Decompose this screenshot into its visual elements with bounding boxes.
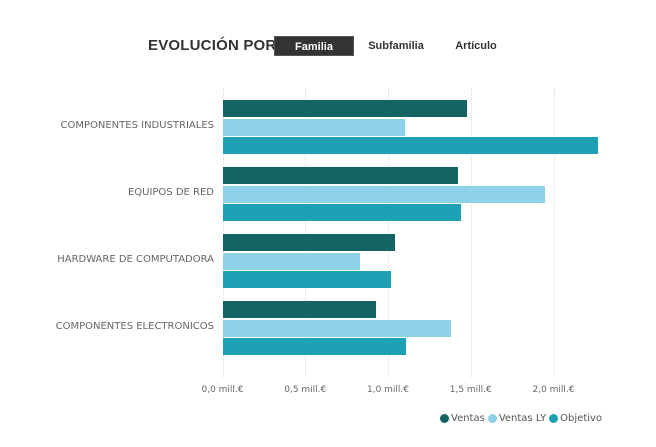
legend-item[interactable]: Ventas LY bbox=[487, 413, 547, 424]
bar-objetivo[interactable] bbox=[222, 271, 392, 288]
bar-ventas-ly[interactable] bbox=[222, 252, 360, 270]
gridline bbox=[222, 88, 224, 378]
chart-title: EVOLUCIÓN POR bbox=[148, 37, 277, 54]
bar-ventas[interactable] bbox=[222, 234, 395, 251]
gridline bbox=[553, 88, 555, 378]
bar-ventas[interactable] bbox=[222, 301, 377, 318]
chart-header: EVOLUCIÓN POR Familia Subfamilia Artícul… bbox=[0, 36, 656, 58]
bar-ventas[interactable] bbox=[222, 167, 458, 184]
bar-ventas[interactable] bbox=[222, 100, 468, 117]
bar-objetivo[interactable] bbox=[222, 204, 461, 221]
legend-item[interactable]: Objetivo bbox=[549, 413, 602, 424]
bar-ventas-ly[interactable] bbox=[222, 185, 546, 203]
legend-dot-icon bbox=[440, 414, 449, 423]
legend-label: Ventas LY bbox=[498, 413, 547, 424]
x-tick-label: 1,5 mill.€ bbox=[449, 385, 492, 395]
x-tick-label: 2,0 mill.€ bbox=[532, 385, 575, 395]
gridline bbox=[388, 88, 389, 378]
segment-familia[interactable]: Familia bbox=[274, 36, 354, 56]
bar-objetivo[interactable] bbox=[222, 137, 599, 154]
legend-item[interactable]: Ventas bbox=[440, 413, 485, 424]
segment-articulo[interactable]: Artículo bbox=[455, 40, 497, 52]
legend-dot-icon bbox=[487, 414, 497, 423]
bar-objetivo[interactable] bbox=[222, 338, 407, 355]
legend-label: Objetivo bbox=[560, 413, 603, 424]
bar-ventas-ly[interactable] bbox=[222, 319, 451, 337]
bar-ventas-ly[interactable] bbox=[222, 118, 405, 136]
gridline bbox=[305, 88, 307, 378]
category-label: COMPONENTES INDUSTRIALES bbox=[60, 120, 215, 131]
x-tick-label: 1,0 mill.€ bbox=[366, 385, 410, 395]
chart-legend: Ventas Ventas LY Objetivo bbox=[440, 413, 605, 424]
segment-subfamilia[interactable]: Subfamilia bbox=[368, 40, 424, 52]
x-tick-label: 0,0 mill.€ bbox=[201, 385, 244, 395]
x-tick-label: 0,5 mill.€ bbox=[284, 385, 327, 395]
legend-dot-icon bbox=[549, 414, 559, 423]
category-label: COMPONENTES ELECTRONICOS bbox=[55, 321, 214, 332]
category-label: HARDWARE DE COMPUTADORA bbox=[57, 254, 214, 265]
legend-label: Ventas bbox=[451, 413, 485, 424]
category-label: EQUIPOS DE RED bbox=[127, 187, 214, 198]
gridline bbox=[470, 88, 472, 378]
